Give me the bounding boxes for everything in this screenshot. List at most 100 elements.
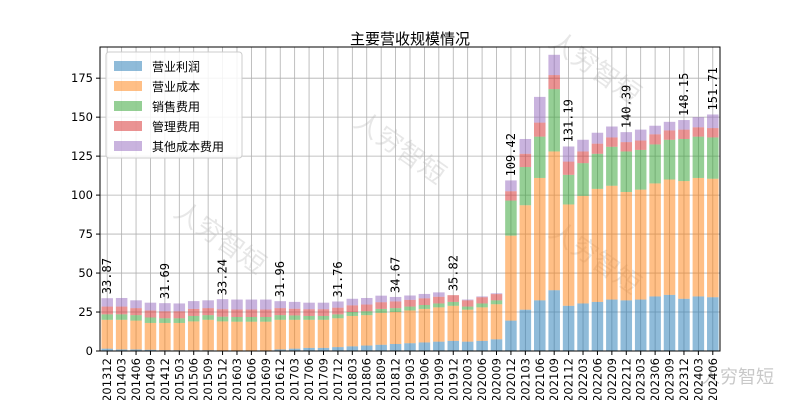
bar-segment (260, 321, 272, 351)
bar-segment (332, 347, 344, 351)
bars-layer (101, 54, 719, 351)
bar-segment (692, 127, 705, 137)
bar-segment (577, 303, 589, 351)
x-tick-label: 201409 (143, 358, 157, 400)
y-tick-label: 175 (71, 71, 93, 85)
bar-segment (606, 137, 618, 147)
bar-segment (678, 129, 690, 139)
data-labels: 33.87 31.69 33.24 31.96 31.76 34.67 35.82 109.4… (100, 67, 720, 299)
legend-entry: 其他成本费用 (152, 140, 224, 154)
bar-segment (346, 305, 359, 313)
x-tick-label: 201909 (432, 358, 446, 400)
bar-segment (216, 316, 229, 322)
x-tick-label: 201406 (129, 358, 143, 400)
bar-segment (202, 319, 214, 351)
bar-segment (187, 308, 200, 316)
bar-segment (101, 348, 113, 351)
bar-segment (260, 299, 272, 310)
bar-segment (505, 320, 517, 351)
bar-segment (360, 304, 373, 312)
bar-segment (418, 342, 431, 351)
bar-segment (707, 297, 719, 351)
bar-segment (692, 177, 705, 297)
bar-segment (231, 299, 243, 310)
bar-segment (130, 300, 142, 309)
bar-segment (476, 296, 488, 298)
watermark-text: 人穷智短 (348, 106, 450, 190)
bar-segment (678, 138, 690, 182)
bar-segment (505, 191, 517, 201)
bar-segment (476, 297, 488, 304)
bar-segment (634, 189, 647, 300)
bar-segment (274, 319, 286, 350)
x-tick-label: 201703 (288, 358, 302, 400)
bar-segment (692, 296, 705, 351)
bar-segment (115, 314, 128, 320)
bar-segment (187, 315, 200, 322)
data-label: 31.96 (273, 261, 287, 297)
bar-segment (606, 126, 618, 138)
bar-segment (447, 305, 460, 341)
bar-segment (115, 297, 128, 307)
bar-segment (332, 314, 344, 319)
bar-segment (173, 303, 186, 312)
bar-segment (433, 307, 445, 342)
bar-segment (534, 177, 546, 301)
chart-title: 主要营收规模情况 (350, 30, 470, 48)
bar-segment (173, 318, 186, 323)
data-label: 33.87 (100, 258, 114, 294)
bar-segment (562, 161, 575, 175)
bar-segment (375, 302, 387, 309)
x-tick-label: 201606 (244, 358, 258, 400)
bar-segment (663, 294, 676, 351)
bar-segment (663, 130, 676, 140)
x-tick-label: 201809 (374, 358, 388, 400)
bar-segment (389, 301, 402, 309)
x-tick-label: 201609 (259, 358, 273, 400)
x-tick-label: 202009 (490, 358, 504, 400)
bar-segment (332, 301, 344, 308)
x-tick-label: 202306 (648, 358, 662, 400)
bar-segment (461, 341, 474, 351)
bar-segment (231, 309, 243, 318)
bar-segment (303, 315, 315, 320)
data-label: 34.67 (389, 257, 403, 293)
bar-segment (634, 299, 647, 351)
bar-segment (649, 144, 661, 184)
bar-segment (678, 298, 690, 351)
x-tick-label: 201706 (302, 358, 316, 400)
data-label: 109.42 (504, 133, 518, 176)
bar-segment (231, 317, 243, 322)
bar-segment (389, 296, 402, 302)
bar-segment (375, 312, 387, 345)
bar-segment (649, 125, 661, 135)
bar-segment (447, 301, 460, 306)
bar-segment (433, 296, 445, 304)
bar-segment (461, 299, 474, 301)
bar-segment (620, 191, 633, 301)
bar-segment (288, 308, 301, 316)
bar-segment (519, 167, 532, 206)
bar-segment (317, 302, 330, 310)
bar-segment (159, 318, 171, 323)
bar-segment (144, 322, 157, 350)
bar-segment (332, 318, 344, 348)
bar-segment (202, 308, 214, 316)
bar-segment (115, 319, 128, 350)
x-tick-label: 201503 (172, 358, 186, 400)
bar-segment (274, 315, 286, 320)
bar-segment (591, 153, 604, 189)
bar-segment (346, 315, 359, 347)
bar-segment (288, 315, 301, 320)
bar-segment (461, 309, 474, 342)
bar-segment (534, 122, 546, 137)
y-tick-label: 125 (71, 149, 93, 163)
legend-entry: 营业成本 (152, 80, 200, 94)
x-tick-label: 201509 (201, 358, 215, 400)
bar-segment (288, 301, 301, 309)
bar-segment (548, 75, 560, 90)
data-label: 148.15 (677, 73, 691, 116)
data-label: 131.19 (562, 99, 576, 142)
bar-segment (144, 317, 157, 323)
